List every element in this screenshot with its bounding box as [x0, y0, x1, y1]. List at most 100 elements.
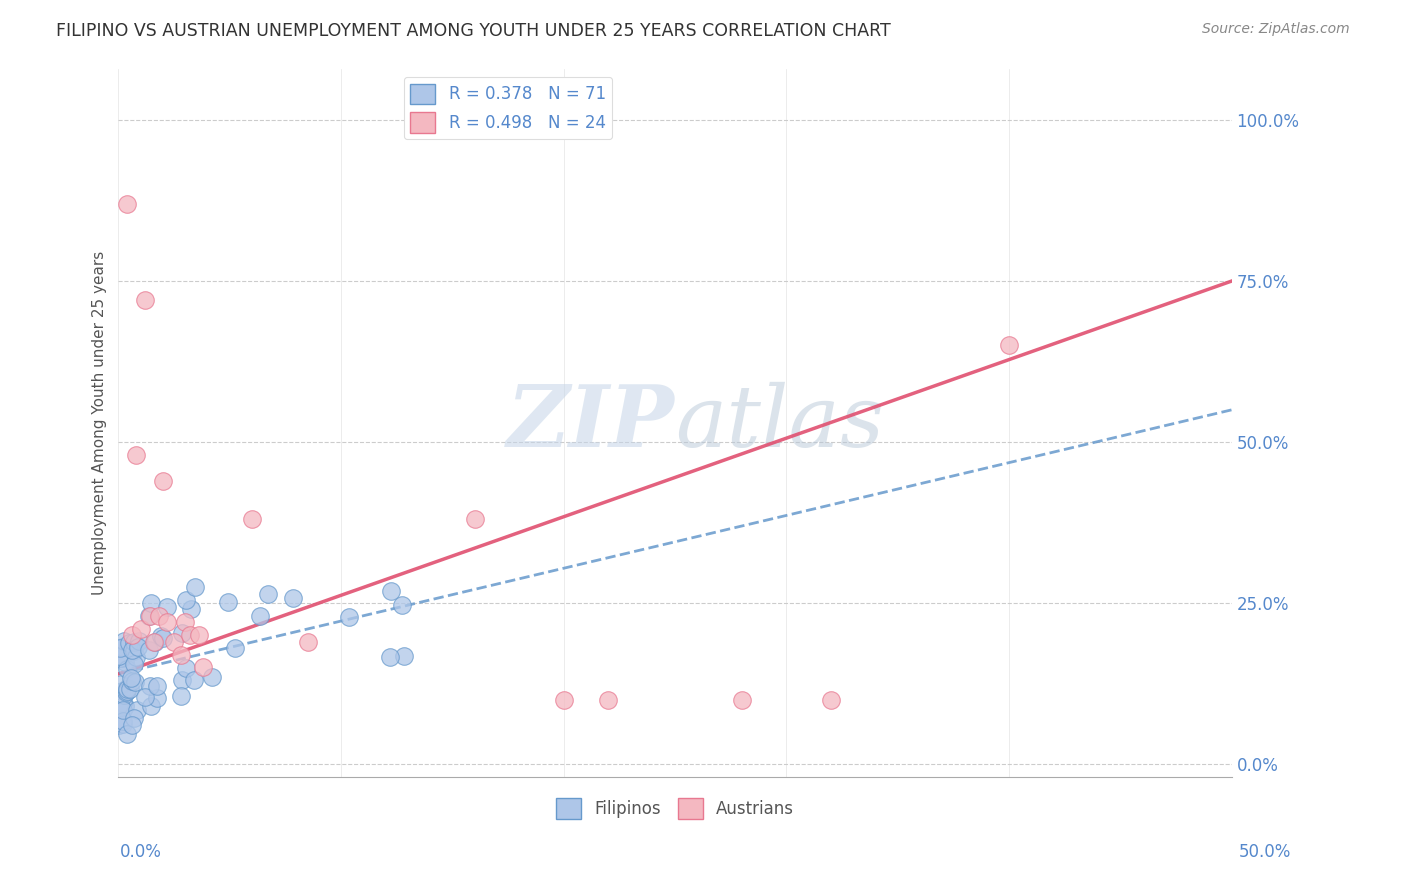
Point [143, 634, 166, 648]
Point [138, 609, 160, 624]
Point [156, 600, 179, 615]
Point [139, 679, 162, 693]
Point [170, 673, 193, 687]
Point [122, 657, 145, 671]
Point [115, 683, 138, 698]
Point [145, 690, 167, 705]
Point [127, 640, 149, 654]
Point [179, 628, 201, 642]
Text: 0.0%: 0.0% [120, 843, 162, 861]
Point [115, 681, 138, 695]
Point [139, 699, 162, 714]
Text: Source: ZipAtlas.com: Source: ZipAtlas.com [1202, 22, 1350, 37]
Point [121, 628, 143, 642]
Point [174, 593, 197, 607]
Point [391, 599, 413, 613]
Point [108, 649, 131, 664]
Point [249, 609, 271, 624]
Point [111, 714, 134, 728]
Point [128, 633, 150, 648]
Point [998, 338, 1021, 352]
Point [117, 196, 139, 211]
Point [134, 293, 156, 308]
Point [124, 675, 146, 690]
Point [110, 677, 132, 691]
Point [115, 682, 138, 697]
Point [114, 699, 136, 714]
Point [111, 683, 134, 698]
Point [392, 649, 415, 664]
Point [115, 727, 138, 741]
Point [187, 628, 209, 642]
Point [170, 648, 193, 662]
Point [138, 642, 160, 657]
Text: atlas: atlas [675, 382, 884, 464]
Point [121, 643, 143, 657]
Point [125, 650, 148, 665]
Point [337, 610, 360, 624]
Point [108, 717, 131, 731]
Point [114, 685, 136, 699]
Point [820, 692, 842, 706]
Point [120, 671, 142, 685]
Point [183, 673, 205, 687]
Point [156, 615, 179, 630]
Point [731, 692, 754, 706]
Point [138, 608, 160, 623]
Point [134, 690, 156, 705]
Point [553, 692, 575, 706]
Point [110, 651, 132, 665]
Point [110, 640, 132, 655]
Point [124, 644, 146, 658]
Point [107, 648, 129, 663]
Point [111, 696, 134, 710]
Y-axis label: Unemployment Among Youth under 25 years: Unemployment Among Youth under 25 years [93, 251, 107, 595]
Point [129, 622, 152, 636]
Point [174, 615, 197, 630]
Point [240, 512, 263, 526]
Point [224, 641, 246, 656]
Point [297, 634, 319, 648]
Text: ZIP: ZIP [508, 381, 675, 465]
Point [191, 660, 214, 674]
Point [122, 711, 145, 725]
Point [115, 662, 138, 676]
Point [170, 626, 193, 640]
Point [112, 717, 135, 731]
Point [152, 631, 174, 645]
Point [598, 692, 620, 706]
Point [111, 651, 134, 665]
Point [183, 580, 205, 594]
Point [380, 649, 402, 664]
Point [108, 698, 131, 712]
Point [122, 634, 145, 648]
Point [121, 717, 143, 731]
Point [152, 474, 174, 488]
Point [127, 703, 149, 717]
Point [180, 602, 202, 616]
Point [143, 635, 166, 649]
Legend: Filipinos, Austrians: Filipinos, Austrians [550, 791, 801, 825]
Point [125, 448, 148, 462]
Point [118, 636, 141, 650]
Point [170, 689, 193, 703]
Point [111, 640, 134, 654]
Point [112, 634, 135, 648]
Point [146, 680, 169, 694]
Point [114, 655, 136, 669]
Point [281, 591, 304, 605]
Point [112, 703, 135, 717]
Point [464, 512, 486, 526]
Text: 50.0%: 50.0% [1239, 843, 1291, 861]
Point [121, 674, 143, 689]
Point [380, 583, 402, 598]
Point [201, 670, 224, 684]
Text: FILIPINO VS AUSTRIAN UNEMPLOYMENT AMONG YOUTH UNDER 25 YEARS CORRELATION CHART: FILIPINO VS AUSTRIAN UNEMPLOYMENT AMONG … [56, 22, 891, 40]
Point [148, 608, 170, 623]
Point [176, 661, 198, 675]
Point [217, 594, 239, 608]
Point [139, 596, 162, 610]
Point [257, 587, 280, 601]
Point [120, 681, 142, 696]
Point [110, 700, 132, 714]
